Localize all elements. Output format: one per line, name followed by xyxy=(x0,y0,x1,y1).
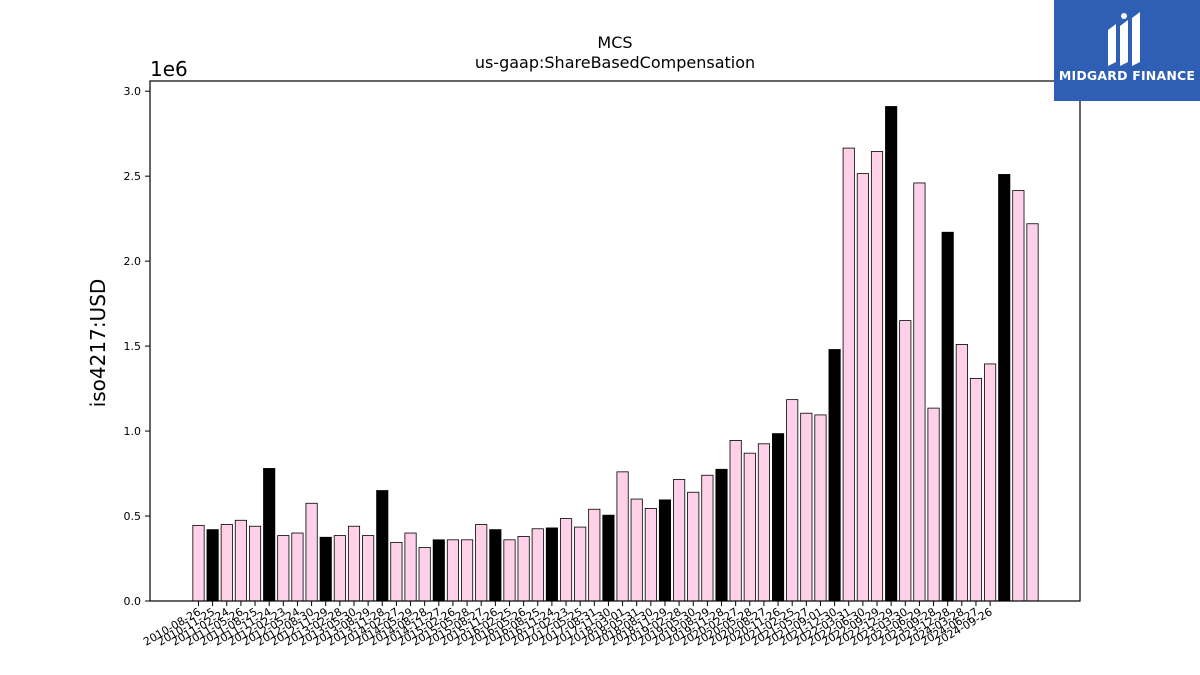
bar xyxy=(743,452,756,602)
midgard-finance-logo: MIDGARD FINANCE xyxy=(1054,0,1200,101)
bar xyxy=(941,231,954,602)
bar xyxy=(559,518,573,602)
bar xyxy=(248,525,262,602)
y-axis-offset-label: 1e6 xyxy=(150,57,188,81)
bar xyxy=(828,349,841,602)
bar xyxy=(390,541,403,602)
y-tick-label: 0.0 xyxy=(124,595,142,608)
bar xyxy=(673,479,686,602)
bar xyxy=(475,524,488,602)
x-axis: 2010-08-262010-11-252011-02-242011-05-26… xyxy=(141,601,995,649)
bars-group xyxy=(192,106,1039,602)
y-tick-label: 1.0 xyxy=(124,425,142,438)
bar xyxy=(885,106,898,602)
bar xyxy=(319,536,332,602)
bar xyxy=(786,399,799,602)
y-axis: 0.0 0.5 1.0 1.5 2.0 2.5 3.0 xyxy=(124,85,150,608)
bar xyxy=(927,407,940,602)
y-tick-label: 1.5 xyxy=(124,340,142,353)
bar xyxy=(814,414,827,602)
bar xyxy=(432,539,445,602)
y-tick-label: 2.0 xyxy=(124,255,142,268)
bar xyxy=(291,532,304,602)
bar xyxy=(1026,223,1039,602)
bar xyxy=(531,528,544,602)
bar xyxy=(277,535,290,602)
bar xyxy=(856,173,869,602)
chart-title: MCS xyxy=(597,33,633,52)
bar xyxy=(305,502,318,602)
bar xyxy=(347,525,361,602)
midgard-finance-logo-icon xyxy=(1108,12,1140,66)
bar xyxy=(772,433,785,602)
bar xyxy=(263,468,276,602)
bar xyxy=(588,508,601,602)
bar xyxy=(418,547,431,602)
plot-frame xyxy=(149,80,1081,602)
bar xyxy=(517,536,530,602)
bar xyxy=(658,499,672,602)
bar xyxy=(234,519,247,602)
bar xyxy=(842,147,855,602)
bar xyxy=(644,507,657,602)
bar xyxy=(1012,190,1025,602)
bar xyxy=(574,526,587,602)
bar xyxy=(489,529,502,602)
bar xyxy=(757,443,770,602)
bar xyxy=(206,529,219,602)
bar xyxy=(870,151,884,602)
bar xyxy=(545,527,558,602)
bar xyxy=(913,182,926,602)
bar xyxy=(446,539,460,602)
bar xyxy=(955,343,968,602)
bar xyxy=(687,491,700,602)
bar xyxy=(192,524,205,602)
bar xyxy=(503,539,516,602)
bar xyxy=(701,474,714,602)
bar xyxy=(602,514,615,602)
bar xyxy=(899,320,912,602)
bar xyxy=(362,535,375,602)
bar xyxy=(969,377,983,602)
bar xyxy=(715,468,728,602)
y-tick-label: 3.0 xyxy=(124,85,142,98)
y-tick-label: 0.5 xyxy=(124,510,142,523)
chart-subtitle: us-gaap:ShareBasedCompensation xyxy=(474,53,756,72)
bar xyxy=(616,471,629,602)
bar xyxy=(404,532,417,602)
y-tick-label: 2.5 xyxy=(124,170,142,183)
bar xyxy=(461,539,474,602)
bar xyxy=(220,524,233,602)
bar xyxy=(800,412,813,602)
logo-brand-text: MIDGARD FINANCE xyxy=(1058,68,1196,83)
bar xyxy=(998,174,1011,602)
bar xyxy=(630,498,643,602)
bar xyxy=(984,363,997,602)
y-axis-label: iso4217:USD xyxy=(86,278,110,408)
bar xyxy=(333,535,346,602)
bar xyxy=(376,490,389,602)
bar xyxy=(729,440,742,602)
